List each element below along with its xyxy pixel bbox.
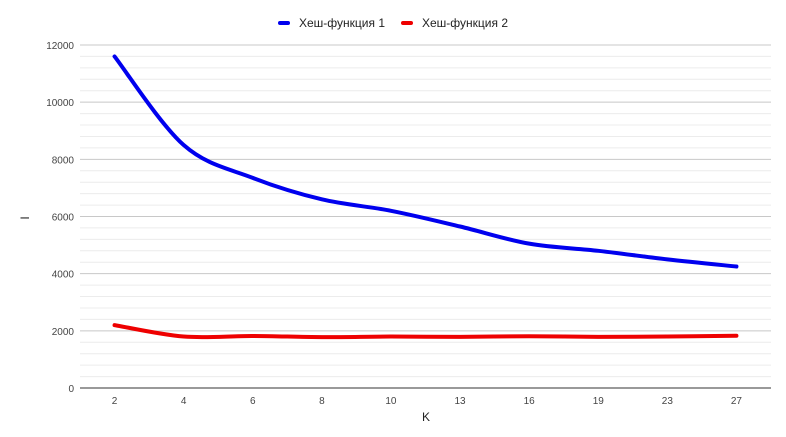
y-tick-label: 12000 bbox=[46, 41, 74, 52]
x-tick-label: 23 bbox=[662, 396, 674, 407]
y-tick-label: 8000 bbox=[52, 155, 75, 166]
gridlines bbox=[80, 44, 771, 378]
x-tick-label: 16 bbox=[524, 396, 536, 407]
x-tick-label: 4 bbox=[181, 396, 187, 407]
x-tick-label: 19 bbox=[593, 396, 605, 407]
y-tick-label: 0 bbox=[68, 384, 74, 395]
series-lines bbox=[112, 54, 739, 340]
axes: 0 2000 4000 6000 8000 10000 12000 2 4 6 8 10 13 16 19 2… bbox=[46, 41, 771, 407]
y-tick-label: 2000 bbox=[52, 327, 75, 338]
y-tick-label: 6000 bbox=[52, 213, 75, 224]
series-line-1 bbox=[112, 54, 739, 269]
series-line-2 bbox=[112, 323, 739, 340]
y-tick-label: 10000 bbox=[46, 98, 74, 109]
legend-item-1[interactable]: Хеш-функция 1 bbox=[278, 16, 385, 30]
legend-swatch bbox=[278, 21, 290, 25]
y-tick-label: 4000 bbox=[52, 270, 75, 281]
x-tick-label: 10 bbox=[385, 396, 397, 407]
legend-label: Хеш-функция 1 bbox=[299, 16, 385, 30]
x-tick-label: 6 bbox=[250, 396, 256, 407]
legend-swatch bbox=[401, 21, 413, 25]
x-tick-label: 2 bbox=[112, 396, 118, 407]
x-tick-label: 8 bbox=[319, 396, 325, 407]
legend: Хеш-функция 1 Хеш-функция 2 bbox=[278, 16, 508, 30]
y-axis-title: I bbox=[18, 216, 32, 219]
x-tick-label: 27 bbox=[731, 396, 743, 407]
x-tick-label: 13 bbox=[454, 396, 466, 407]
legend-label: Хеш-функция 2 bbox=[422, 16, 508, 30]
legend-item-2[interactable]: Хеш-функция 2 bbox=[401, 16, 508, 30]
x-axis-title: K bbox=[422, 410, 430, 424]
